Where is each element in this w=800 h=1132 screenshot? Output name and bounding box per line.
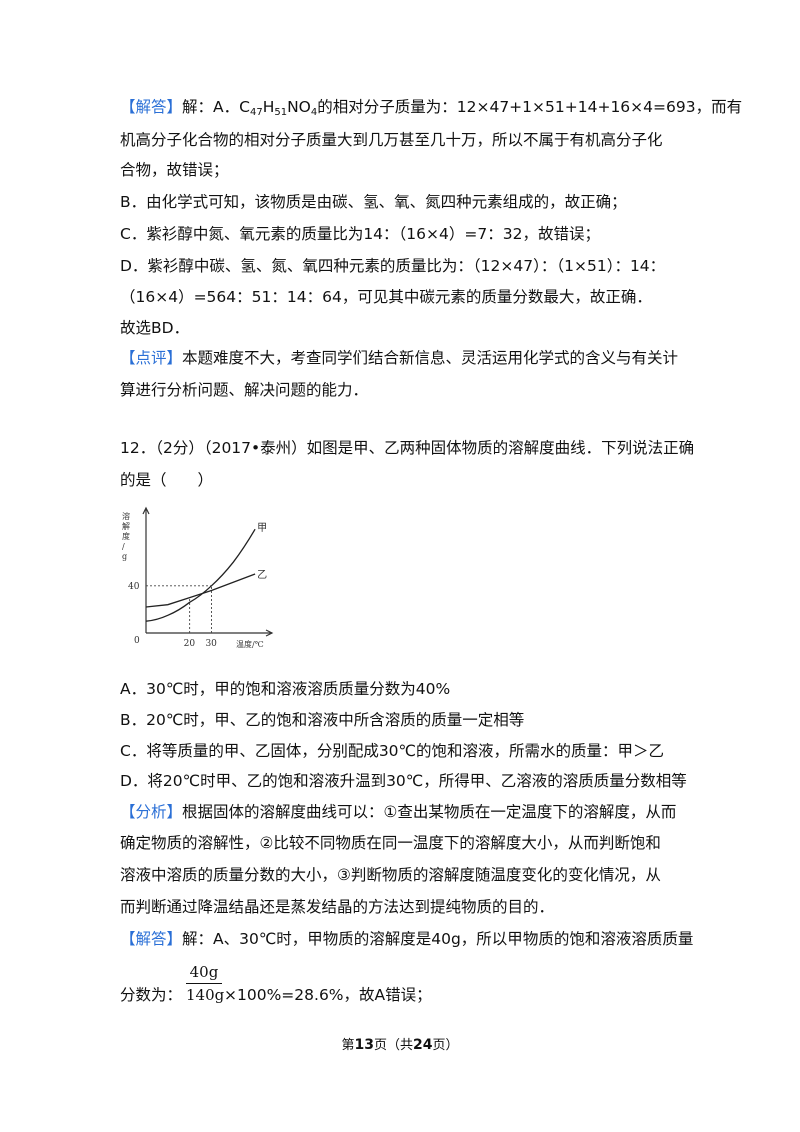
x-axis-arrow [265,629,274,637]
curve-jia [145,528,256,622]
solution-line-6: D．紫衫醇中碳、氢、氮、氧四种元素的质量比为：（12×47）：（1×51）：14… [120,257,666,275]
analysis-tag: 【分析】 [120,803,183,821]
answer-tag-2: 【解答】 [120,930,183,948]
fraction-numerator: 40g [189,963,219,981]
analysis-line-3: 溶液中溶质的质量分数的大小，③判断物质的溶解度随温度变化的变化情况，从 [120,866,661,884]
text: NO [287,98,311,116]
footer-post: 页） [432,1038,459,1053]
analysis-line-4: 而判断通过降温结晶还是蒸发结晶的方法达到提纯物质的目的． [120,898,555,916]
comment-tag: 【点评】 [120,349,183,367]
y-tick-label: 40 [128,582,140,592]
subscript: 51 [274,107,288,118]
footer-page-number: 13 [354,1037,374,1053]
answer-line-2-prefix: 分数为： [120,986,183,1004]
subscript: 47 [249,107,263,118]
solution-line-5: C．紫衫醇中氮、氧元素的质量比为14：（16×4）=7：32，故错误； [120,225,600,243]
question-12-line-1: 12．（2分）（2017•泰州）如图是甲、乙两种固体物质的溶解度曲线．下列说法正… [120,439,695,457]
text: 根据固体的溶解度曲线可以：①查出某物质在一定温度下的溶解度，从而 [182,803,677,821]
fraction-denominator: 140g [186,986,225,1004]
answer-tag: 【解答】 [120,98,183,116]
x-axis-label: 温度/℃ [236,639,264,649]
solution-line-1: 【解答】解：A．C47H51NO4的相对分子质量为：12×47+1×51+14+… [120,96,742,124]
series-label-yi: 乙 [257,569,267,581]
analysis-line-2: 确定物质的溶解性，②比较不同物质在同一温度下的溶解度大小，从而判断饱和 [120,834,661,852]
footer-pre: 第 [341,1038,355,1053]
option-d: D．将20℃时甲、乙的饱和溶液升温到30℃，所得甲、乙溶液的溶质质量分数相等 [120,772,687,790]
curve-yi [145,573,256,608]
fraction-bar [186,983,222,984]
y-axis-arrow [142,506,150,515]
option-b: B．20℃时，甲、乙的饱和溶液中所含溶质的质量一定相等 [120,711,525,729]
x-tick-label: 20 [184,639,196,649]
solution-line-8: 故选BD． [120,319,190,337]
answer-line-1: 【解答】解：A、30℃时，甲物质的溶解度是40g，所以甲物质的饱和溶液溶质质量 [120,928,693,950]
text: 的相对分子质量为：12×47+1×51+14+16×4=693，而有 [317,98,743,116]
y-axis-label: 溶解度/g [122,511,130,561]
analysis-line-1: 【分析】根据固体的溶解度曲线可以：①查出某物质在一定温度下的溶解度，从而 [120,801,676,823]
series-label-jia: 甲 [257,523,267,534]
footer-total-pages: 24 [413,1037,433,1053]
comment-line-2: 算进行分析问题、解决问题的能力． [120,381,369,399]
text: 解：A．C [182,98,250,116]
option-c: C．将等质量的甲、乙固体，分别配成30℃的饱和溶液，所需水的质量：甲＞乙 [120,742,664,760]
text: H [262,98,275,116]
solution-line-4: B．由化学式可知，该物质是由碳、氢、氧、氮四种元素组成的，故正确； [120,193,627,211]
solubility-chart: 溶解度/g 温度/℃ 0 40 20 30 甲乙 [122,506,274,649]
answer-line-2-suffix: ×100%=28.6%，故A错误； [224,986,432,1004]
solution-line-2: 机高分子化合物的相对分子质量大到几万甚至几十万，所以不属于有机高分子化 [120,131,663,149]
subscript: 4 [310,107,318,118]
option-a: A．30℃时，甲的饱和溶液溶质质量分数为40% [120,680,451,698]
text: 本题难度不大，考查同学们结合新信息、灵活运用化学式的含义与有关计 [182,349,679,367]
origin-label: 0 [134,636,140,646]
x-tick-label: 30 [205,639,217,649]
comment-line-1: 【点评】本题难度不大，考查同学们结合新信息、灵活运用化学式的含义与有关计 [120,347,678,369]
fraction: 40g 140g [186,962,225,1005]
text: 解：A、30℃时，甲物质的溶解度是40g，所以甲物质的饱和溶液溶质质量 [182,930,694,948]
question-12-line-2: 的是（ ） [120,471,214,489]
footer-mid: 页（共 [373,1038,413,1053]
solution-line-3: 合物，故错误； [120,161,229,179]
solution-line-7: （16×4）=564：51：14：64，可见其中碳元素的质量分数最大，故正确． [120,288,652,306]
page-footer: 第13页（共24页） [0,1034,800,1053]
